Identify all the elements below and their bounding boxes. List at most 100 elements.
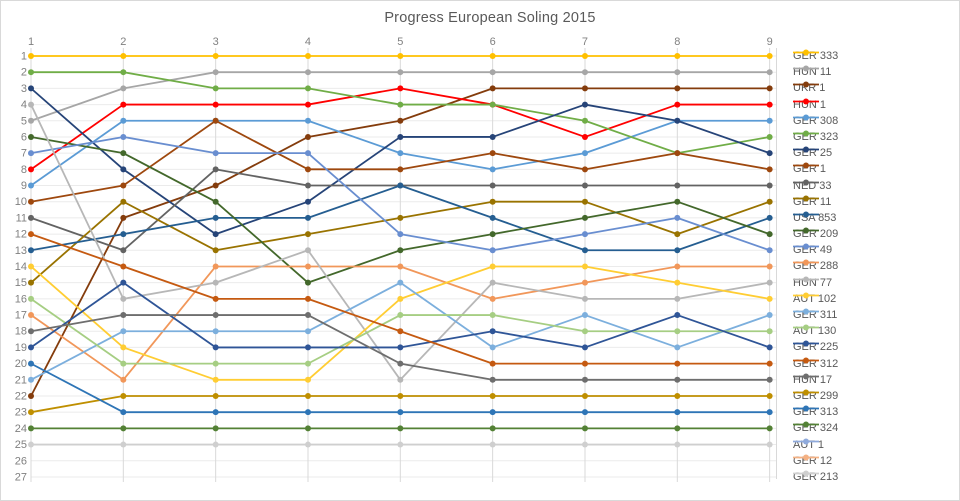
- data-point-ukr-1[interactable]: [120, 214, 127, 221]
- data-point-ger-311[interactable]: [397, 279, 404, 286]
- data-point-ger-225[interactable]: [304, 344, 311, 351]
- data-point-ger-313[interactable]: [581, 409, 588, 416]
- data-point-ger-323[interactable]: [489, 101, 496, 108]
- data-point-ger-25[interactable]: [766, 150, 773, 157]
- data-point-ger-49[interactable]: [397, 231, 404, 238]
- data-point-aut-130[interactable]: [212, 360, 219, 367]
- data-point-ger-312[interactable]: [212, 295, 219, 302]
- data-point-aut-102[interactable]: [674, 279, 681, 286]
- legend-item-ger-311[interactable]: GER 311: [793, 307, 837, 323]
- data-point-hun-77[interactable]: [397, 376, 404, 383]
- legend-item-ger-324[interactable]: GER 324: [793, 420, 838, 436]
- data-point-hun-17[interactable]: [766, 376, 773, 383]
- data-point-ger-209[interactable]: [28, 133, 34, 140]
- data-point-ger-311[interactable]: [581, 312, 588, 319]
- data-point-hun-77[interactable]: [28, 101, 34, 108]
- data-point-ger-25[interactable]: [212, 231, 219, 238]
- data-point-ger-225[interactable]: [489, 328, 496, 335]
- data-point-ger-25[interactable]: [581, 101, 588, 108]
- data-point-ger-323[interactable]: [397, 101, 404, 108]
- data-point-ger-1[interactable]: [120, 182, 127, 189]
- data-point-ned-33[interactable]: [212, 166, 219, 173]
- data-point-ger-11[interactable]: [120, 198, 127, 205]
- data-point-ger-312[interactable]: [120, 263, 127, 270]
- data-point-hun-11[interactable]: [581, 69, 588, 76]
- data-point-ger-333[interactable]: [397, 53, 404, 59]
- data-point-usa-853[interactable]: [766, 214, 773, 221]
- legend-item-usa-853[interactable]: USA 853: [793, 210, 836, 226]
- data-point-ukr-1[interactable]: [674, 85, 681, 92]
- data-point-ukr-1[interactable]: [397, 117, 404, 124]
- data-point-ukr-1[interactable]: [28, 392, 34, 399]
- data-point-hun-11[interactable]: [489, 69, 496, 76]
- data-point-ger-288[interactable]: [304, 263, 311, 270]
- data-point-hun-17[interactable]: [397, 360, 404, 367]
- data-point-ger-313[interactable]: [28, 360, 34, 367]
- data-point-usa-853[interactable]: [489, 214, 496, 221]
- data-point-ger-288[interactable]: [581, 279, 588, 286]
- legend-item-ger-11[interactable]: GER 11: [793, 194, 831, 210]
- legend-item-hun-1[interactable]: HUN 1: [793, 97, 826, 113]
- data-point-ger-308[interactable]: [489, 166, 496, 173]
- data-point-ger-324[interactable]: [304, 425, 311, 432]
- data-point-ger-1[interactable]: [304, 166, 311, 173]
- data-point-ger-324[interactable]: [581, 425, 588, 432]
- data-point-ger-323[interactable]: [212, 85, 219, 92]
- data-point-ger-333[interactable]: [766, 53, 773, 59]
- data-point-hun-17[interactable]: [212, 312, 219, 319]
- legend-item-ger-49[interactable]: GER 49: [793, 242, 832, 258]
- data-point-ned-33[interactable]: [674, 182, 681, 189]
- data-point-hun-77[interactable]: [766, 279, 773, 286]
- data-point-ger-49[interactable]: [674, 214, 681, 221]
- data-point-ger-288[interactable]: [212, 263, 219, 270]
- data-point-ger-324[interactable]: [120, 425, 127, 432]
- data-point-ger-333[interactable]: [304, 53, 311, 59]
- data-point-ger-213[interactable]: [397, 441, 404, 448]
- data-point-ger-11[interactable]: [766, 198, 773, 205]
- legend-item-ger-225[interactable]: GER 225: [793, 339, 838, 355]
- data-point-ger-308[interactable]: [397, 150, 404, 157]
- data-point-ger-11[interactable]: [28, 279, 34, 286]
- data-point-ger-311[interactable]: [489, 344, 496, 351]
- data-point-ger-333[interactable]: [212, 53, 219, 59]
- data-point-ger-209[interactable]: [766, 231, 773, 238]
- data-point-ger-299[interactable]: [766, 392, 773, 399]
- legend-item-aut-102[interactable]: AUT 102: [793, 291, 836, 307]
- data-point-ger-323[interactable]: [28, 69, 34, 76]
- data-point-ger-313[interactable]: [120, 409, 127, 416]
- data-point-ger-11[interactable]: [212, 247, 219, 254]
- data-point-ger-313[interactable]: [489, 409, 496, 416]
- data-point-usa-853[interactable]: [28, 247, 34, 254]
- data-point-ger-299[interactable]: [28, 409, 34, 416]
- data-point-ger-225[interactable]: [28, 344, 34, 351]
- data-point-ger-299[interactable]: [120, 392, 127, 399]
- legend-item-hun-17[interactable]: HUN 17: [793, 372, 832, 388]
- data-point-aut-130[interactable]: [674, 328, 681, 335]
- data-point-ger-213[interactable]: [489, 441, 496, 448]
- data-point-aut-130[interactable]: [28, 295, 34, 302]
- data-point-ger-324[interactable]: [397, 425, 404, 432]
- data-point-ger-25[interactable]: [120, 166, 127, 173]
- data-point-ger-311[interactable]: [674, 344, 681, 351]
- legend-item-ger-312[interactable]: GER 312: [793, 356, 838, 372]
- data-point-ger-213[interactable]: [212, 441, 219, 448]
- data-point-ger-324[interactable]: [674, 425, 681, 432]
- legend-item-ned-33[interactable]: NED 33: [793, 178, 832, 194]
- data-point-ger-1[interactable]: [489, 150, 496, 157]
- data-point-ned-33[interactable]: [28, 214, 34, 221]
- legend-item-ger-25[interactable]: GER 25: [793, 145, 832, 161]
- data-point-ger-209[interactable]: [581, 214, 588, 221]
- data-point-hun-17[interactable]: [489, 376, 496, 383]
- data-point-ger-288[interactable]: [489, 295, 496, 302]
- data-point-ger-11[interactable]: [581, 198, 588, 205]
- legend-item-ger-308[interactable]: GER 308: [793, 113, 838, 129]
- data-point-usa-853[interactable]: [397, 182, 404, 189]
- data-point-hun-1[interactable]: [120, 101, 127, 108]
- data-point-hun-11[interactable]: [304, 69, 311, 76]
- legend-item-hun-77[interactable]: HUN 77: [793, 275, 832, 291]
- data-point-ger-25[interactable]: [489, 133, 496, 140]
- data-point-hun-11[interactable]: [674, 69, 681, 76]
- legend-item-ger-213[interactable]: GER 213: [793, 469, 838, 485]
- data-point-ukr-1[interactable]: [766, 85, 773, 92]
- data-point-ger-225[interactable]: [674, 312, 681, 319]
